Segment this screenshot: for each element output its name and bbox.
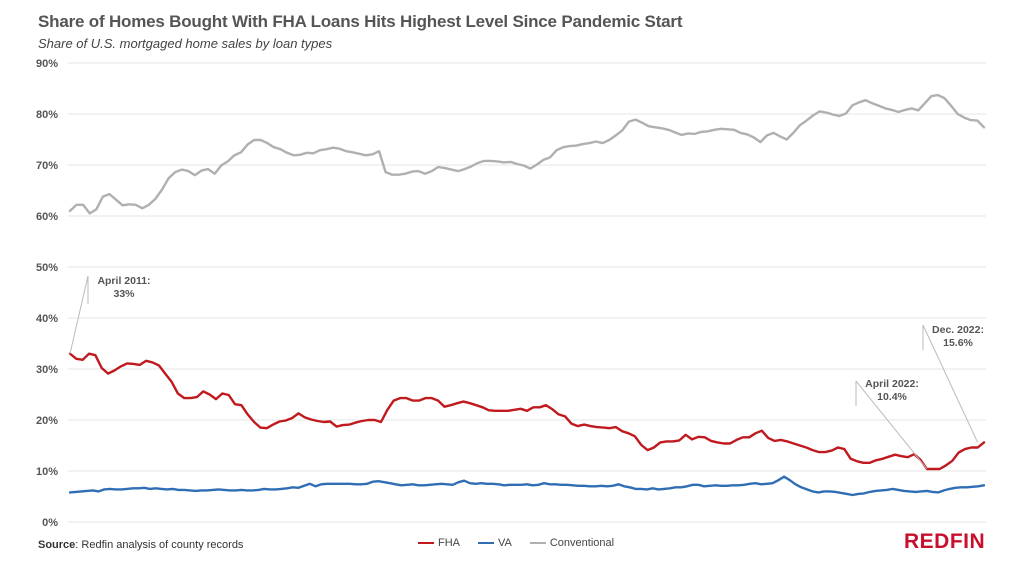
series-line-va	[68, 475, 986, 497]
annotation-label: April 2011:	[97, 275, 150, 287]
y-tick-label: 80%	[36, 109, 58, 121]
legend-item-va: VA	[478, 537, 512, 549]
y-tick-label: 30%	[36, 364, 58, 376]
y-tick-label: 20%	[36, 415, 58, 427]
y-tick-label: 10%	[36, 466, 58, 478]
series-line-conventional	[68, 93, 986, 215]
annotation-label: April 2022:	[865, 378, 919, 390]
source-label: Source	[38, 539, 76, 551]
annotation-leader	[69, 275, 89, 354]
legend-swatch-fha	[418, 542, 434, 544]
source-note: Source: Redfin analysis of county record…	[38, 539, 243, 551]
legend-swatch-conventional	[529, 542, 546, 544]
legend: FHA VA Conventional	[418, 537, 614, 549]
redfin-logo: REDFIN	[904, 530, 986, 553]
annotation-value: 33%	[113, 288, 135, 300]
chart-title: Share of Homes Bought With FHA Loans Hit…	[38, 12, 683, 31]
y-tick-label: 0%	[42, 517, 58, 529]
annotation-leader	[922, 324, 979, 443]
legend-swatch-va	[478, 542, 494, 544]
series-lines	[68, 93, 986, 497]
line-chart: 0% 10% 20% 30% 40% 50% 60% 70% 80% 90% April 2011…	[36, 58, 986, 529]
y-tick-label: 90%	[36, 58, 58, 70]
y-tick-label: 60%	[36, 211, 58, 223]
chart-subtitle: Share of U.S. mortgaged home sales by lo…	[38, 36, 333, 51]
y-tick-label: 40%	[36, 313, 58, 325]
annotation-value: 10.4%	[877, 391, 907, 403]
annotation-value: 15.6%	[943, 337, 973, 349]
y-tick-label: 50%	[36, 262, 58, 274]
legend-label-fha: FHA	[438, 537, 460, 549]
annotations: April 2011:33% April 2022:10.4% Dec. 2022:…	[69, 275, 984, 470]
series-line-fha	[68, 352, 986, 471]
source-text: : Redfin analysis of county records	[75, 539, 244, 551]
legend-label-va: VA	[498, 537, 512, 549]
legend-label-conventional: Conventional	[549, 537, 615, 549]
legend-item-conventional: Conventional	[529, 537, 615, 549]
y-tick-label: 70%	[36, 160, 58, 172]
grid-lines	[68, 62, 986, 523]
annotation-label: Dec. 2022:	[932, 324, 984, 336]
y-axis-tick-labels: 0% 10% 20% 30% 40% 50% 60% 70% 80% 90%	[36, 58, 58, 529]
annotation-leader	[855, 380, 928, 470]
legend-item-fha: FHA	[418, 537, 460, 549]
